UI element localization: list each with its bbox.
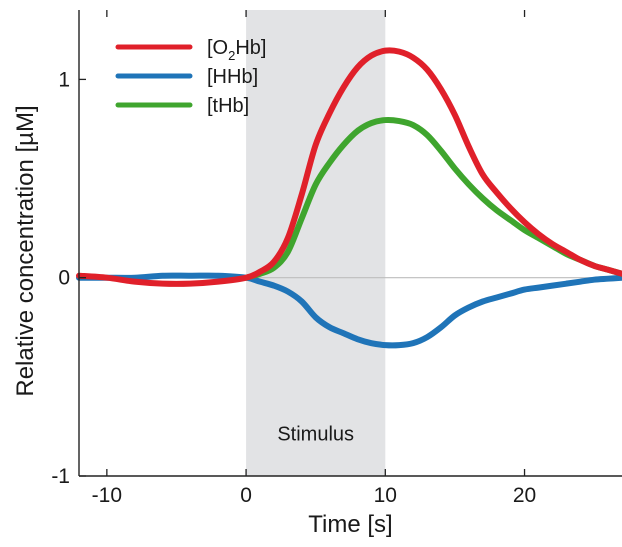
y-tick-label: -1 bbox=[51, 465, 70, 488]
series-line-0 bbox=[76, 47, 622, 287]
stimulus-label: Stimulus bbox=[277, 423, 354, 445]
legend-label-text: Hb] bbox=[235, 37, 266, 59]
x-tick-label: 0 bbox=[240, 484, 252, 507]
y-tick-label: 1 bbox=[58, 68, 70, 91]
x-tick-label: -10 bbox=[92, 484, 122, 507]
x-tick-label: 20 bbox=[513, 484, 536, 507]
series-line-1 bbox=[76, 272, 622, 349]
legend-label-0: [O2Hb] bbox=[207, 37, 266, 63]
series-layer bbox=[76, 47, 622, 349]
axes bbox=[78, 10, 622, 477]
y-tick-label: 0 bbox=[58, 267, 70, 290]
legend-label-subscript: 2 bbox=[228, 48, 235, 63]
tick-labels: -10 0 10 20-101 bbox=[51, 10, 536, 507]
y-axis-label: Relative concentration [µM] bbox=[12, 105, 39, 396]
stimulus-band bbox=[246, 10, 386, 476]
legend-label-2: [tHb] bbox=[207, 95, 249, 117]
legend-label-1: [HHb] bbox=[207, 66, 258, 88]
x-axis-label: Time [s] bbox=[308, 511, 392, 538]
x-tick-label: 10 bbox=[374, 484, 397, 507]
legend-label-text: [O bbox=[207, 37, 228, 59]
legend: [O2Hb] [HHb] [tHb] bbox=[115, 37, 266, 117]
